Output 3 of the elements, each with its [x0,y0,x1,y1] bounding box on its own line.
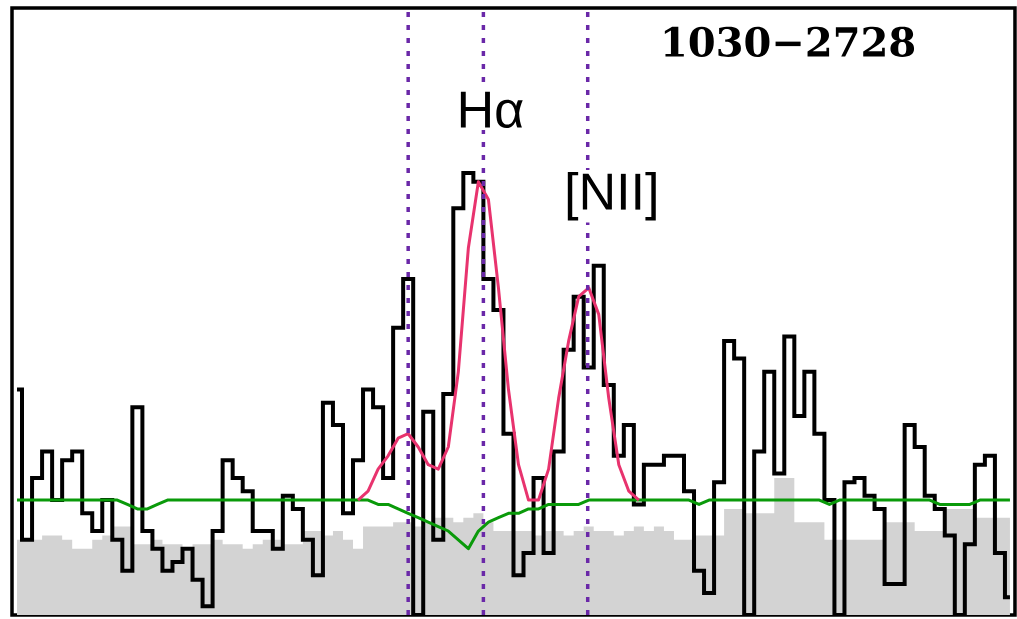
text: Hα [460,91,523,129]
annotation: [NII] [567,171,656,221]
chart-title: 1030−2728 [664,26,915,57]
